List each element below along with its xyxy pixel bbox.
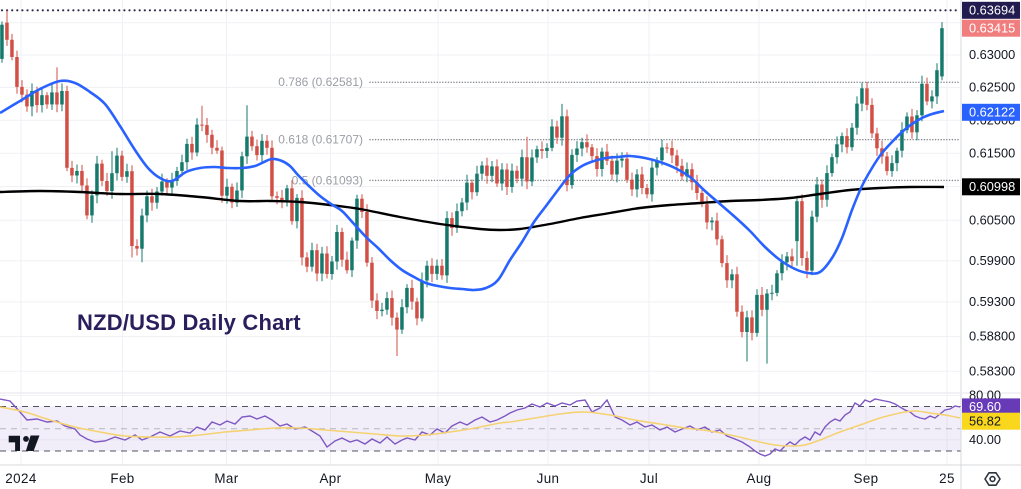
svg-text:Mar: Mar — [214, 471, 238, 486]
svg-text:Apr: Apr — [319, 471, 341, 486]
svg-text:Jul: Jul — [640, 471, 658, 486]
svg-text:0.60500: 0.60500 — [969, 212, 1015, 227]
svg-text:Sep: Sep — [853, 471, 878, 486]
svg-text:0.58800: 0.58800 — [969, 329, 1015, 344]
svg-text:25: 25 — [939, 471, 955, 486]
svg-text:0.63415: 0.63415 — [969, 20, 1015, 35]
svg-text:0.62500: 0.62500 — [969, 80, 1015, 95]
svg-text:0.63694: 0.63694 — [969, 3, 1015, 18]
svg-text:0.60998: 0.60998 — [969, 179, 1015, 194]
svg-text:2024: 2024 — [5, 471, 37, 486]
svg-text:0.61500: 0.61500 — [969, 146, 1015, 161]
svg-text:69.60: 69.60 — [969, 399, 1001, 414]
svg-text:0.62122: 0.62122 — [969, 105, 1015, 120]
svg-text:0.786 (0.62581): 0.786 (0.62581) — [278, 75, 363, 89]
svg-text:0.5 (0.61093): 0.5 (0.61093) — [292, 173, 363, 187]
svg-text:0.63000: 0.63000 — [969, 47, 1015, 62]
svg-text:Jun: Jun — [537, 471, 560, 486]
svg-text:0.59300: 0.59300 — [969, 294, 1015, 309]
svg-text:0.59900: 0.59900 — [969, 253, 1015, 268]
svg-text:May: May — [425, 471, 452, 486]
svg-text:40.00: 40.00 — [969, 432, 1001, 447]
svg-text:56.82: 56.82 — [969, 413, 1001, 428]
svg-text:Aug: Aug — [746, 471, 771, 486]
svg-text:0.58300: 0.58300 — [969, 364, 1015, 379]
svg-text:Feb: Feb — [110, 471, 134, 486]
svg-text:NZD/USD Daily Chart: NZD/USD Daily Chart — [77, 310, 301, 335]
svg-text:0.618 (0.61707): 0.618 (0.61707) — [278, 133, 363, 147]
